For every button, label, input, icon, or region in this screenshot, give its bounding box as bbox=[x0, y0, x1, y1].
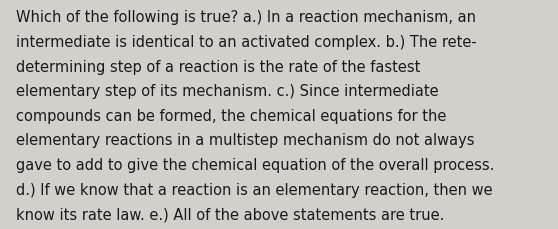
Text: intermediate is identical to an activated complex. b.) The rete-: intermediate is identical to an activate… bbox=[16, 35, 477, 50]
Text: d.) If we know that a reaction is an elementary reaction, then we: d.) If we know that a reaction is an ele… bbox=[16, 182, 492, 197]
Text: determining step of a reaction is the rate of the fastest: determining step of a reaction is the ra… bbox=[16, 59, 420, 74]
Text: elementary reactions in a multistep mechanism do not always: elementary reactions in a multistep mech… bbox=[16, 133, 474, 148]
Text: gave to add to give the chemical equation of the overall process.: gave to add to give the chemical equatio… bbox=[16, 157, 494, 172]
Text: know its rate law. e.) All of the above statements are true.: know its rate law. e.) All of the above … bbox=[16, 206, 444, 221]
Text: elementary step of its mechanism. c.) Since intermediate: elementary step of its mechanism. c.) Si… bbox=[16, 84, 438, 99]
Text: compounds can be formed, the chemical equations for the: compounds can be formed, the chemical eq… bbox=[16, 108, 446, 123]
Text: Which of the following is true? a.) In a reaction mechanism, an: Which of the following is true? a.) In a… bbox=[16, 10, 475, 25]
